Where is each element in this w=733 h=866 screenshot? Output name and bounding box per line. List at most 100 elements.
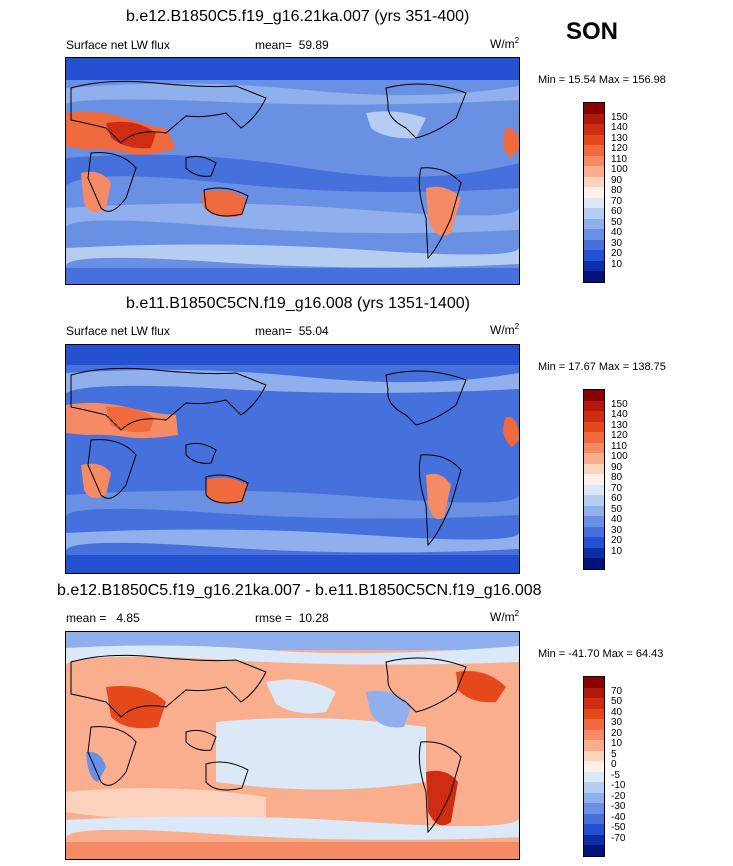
colorbar-segment <box>584 271 604 282</box>
colorbar-tick-label: 20 <box>611 727 623 739</box>
panel-2-map <box>65 344 520 574</box>
colorbar-segment <box>584 719 604 730</box>
colorbar-tick-label: -5 <box>611 769 620 781</box>
colorbar-segment <box>584 463 604 474</box>
colorbar-segment <box>584 526 604 537</box>
colorbar-segment <box>584 166 604 177</box>
colorbar-tick-label: 100 <box>611 164 628 176</box>
panel-1-minmax: Min = 15.54 Max = 156.98 <box>538 74 666 86</box>
colorbar-segment <box>584 677 604 688</box>
colorbar-tick-label: -40 <box>611 811 626 823</box>
colorbar-segment <box>584 124 604 135</box>
panel-3-units-base: W/m <box>490 610 515 624</box>
colorbar-segment <box>584 484 604 495</box>
colorbar-tick-label: 150 <box>611 398 628 410</box>
panel-2-map-field <box>66 345 519 573</box>
panel-2-mean-label: mean= <box>255 324 293 338</box>
colorbar-segment <box>584 547 604 558</box>
panel-1-mean-value: 59.89 <box>298 38 329 52</box>
panel-1-units-exp: 2 <box>514 36 520 45</box>
colorbar-tick-label: 40 <box>611 706 623 718</box>
colorbar-segment <box>584 239 604 250</box>
colorbar-tick-label: -70 <box>611 832 626 844</box>
colorbar-segment <box>584 834 604 845</box>
colorbar-tick-label: 110 <box>611 440 627 452</box>
panel-3-title: b.e12.B1850C5.f19_g16.21ka.007 - b.e11.B… <box>57 582 542 599</box>
colorbar-segment <box>584 432 604 443</box>
colorbar-segment <box>584 516 604 527</box>
colorbar-tick-label: 140 <box>611 122 628 134</box>
panel-2-colorbar <box>583 389 605 570</box>
colorbar-tick-label: 90 <box>611 461 623 473</box>
colorbar-tick-label: 20 <box>611 248 623 260</box>
colorbar-segment <box>584 260 604 271</box>
panel-1-min-value: 15.54 <box>568 74 596 86</box>
colorbar-tick-label: 110 <box>611 153 627 165</box>
colorbar-tick-label: 10 <box>611 545 623 557</box>
colorbar-tick-label: 80 <box>611 185 623 197</box>
colorbar-segment <box>584 390 604 401</box>
colorbar-segment <box>584 453 604 464</box>
panel-1-max-label: Max = <box>598 74 630 86</box>
colorbar-segment <box>584 824 604 835</box>
colorbar-segment <box>584 134 604 145</box>
colorbar-segment <box>584 176 604 187</box>
panel-1-min-label: Min = <box>538 74 566 86</box>
panel-1-max-value: 156.98 <box>632 74 666 86</box>
panel-3-rmse: rmse = 10.28 <box>255 611 329 625</box>
colorbar-segment <box>584 792 604 803</box>
colorbar-segment <box>584 250 604 261</box>
colorbar-segment <box>584 208 604 219</box>
colorbar-segment <box>584 687 604 698</box>
colorbar-segment <box>584 400 604 411</box>
colorbar-segment <box>584 411 604 422</box>
colorbar-segment <box>584 750 604 761</box>
colorbar-segment <box>584 729 604 740</box>
colorbar-segment <box>584 197 604 208</box>
colorbar-tick-label: 120 <box>611 430 628 442</box>
colorbar-segment <box>584 845 604 856</box>
panel-1-title: b.e12.B1850C5.f19_g16.21ka.007 (yrs 351-… <box>126 8 470 25</box>
panel-3-rmse-value: 10.28 <box>298 611 329 625</box>
colorbar-segment <box>584 761 604 772</box>
colorbar-tick-label: 30 <box>611 524 623 536</box>
colorbar-segment <box>584 558 604 569</box>
colorbar-segment <box>584 155 604 166</box>
colorbar-tick-label: 140 <box>611 409 628 421</box>
panel-2-min-label: Min = <box>538 361 566 373</box>
panel-1-variable: Surface net LW flux <box>66 38 170 52</box>
panel-3-colorbar <box>583 676 605 857</box>
panel-3-units: W/m2 <box>490 609 519 624</box>
panel-2-variable: Surface net LW flux <box>66 324 170 338</box>
colorbar-tick-label: -10 <box>611 780 626 792</box>
colorbar-tick-label: 50 <box>611 696 623 708</box>
colorbar-tick-label: 40 <box>611 227 623 239</box>
colorbar-segment <box>584 113 604 124</box>
panel-3-max-label: Max = <box>602 648 633 660</box>
panel-2-title: b.e11.B1850C5CN.f19_g16.008 (yrs 1351-14… <box>126 295 470 312</box>
colorbar-segment <box>584 782 604 793</box>
panel-2-units: W/m2 <box>490 322 519 337</box>
colorbar-tick-label: 90 <box>611 174 623 186</box>
colorbar-tick-label: 50 <box>611 503 623 515</box>
colorbar-segment <box>584 474 604 485</box>
colorbar-tick-label: 5 <box>611 748 617 760</box>
colorbar-segment <box>584 187 604 198</box>
colorbar-tick-label: 30 <box>611 237 623 249</box>
panel-3-units-exp: 2 <box>514 609 520 618</box>
colorbar-tick-label: -20 <box>611 790 626 802</box>
panel-2-min-value: 17.67 <box>568 361 596 373</box>
panel-2-mean-value: 55.04 <box>298 324 329 338</box>
panel-2-mean: mean= 55.04 <box>255 324 329 338</box>
colorbar-tick-label: 60 <box>611 206 623 218</box>
panel-3-mean-label: mean = <box>66 611 107 625</box>
colorbar-tick-label: 20 <box>611 535 623 547</box>
panel-2-max-value: 138.75 <box>632 361 666 373</box>
panel-3-mean: mean = 4.85 <box>66 611 140 625</box>
colorbar-tick-label: 130 <box>611 132 628 144</box>
colorbar-segment <box>584 803 604 814</box>
colorbar-segment <box>584 537 604 548</box>
colorbar-tick-label: -50 <box>611 822 626 834</box>
colorbar-tick-label: 30 <box>611 717 623 729</box>
colorbar-tick-label: 130 <box>611 419 628 431</box>
